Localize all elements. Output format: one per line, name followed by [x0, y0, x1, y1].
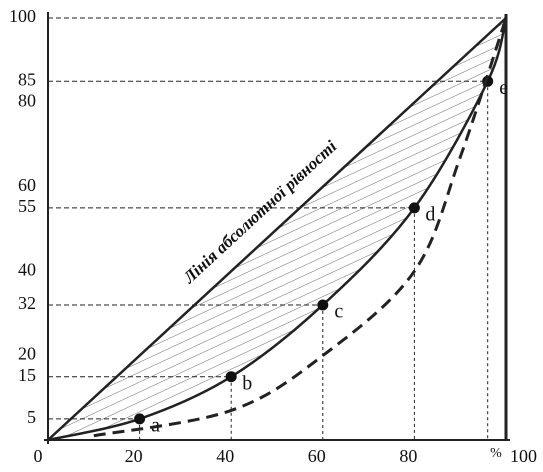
line — [93, 17, 508, 438]
x-tick-label: 60 — [308, 446, 326, 466]
x-tick-label: 80 — [399, 446, 417, 466]
point-label: d — [425, 203, 435, 225]
y-tick-label: 20 — [18, 344, 36, 364]
y-tick-label: 32 — [18, 293, 36, 313]
x-tick-label: 40 — [216, 446, 234, 466]
x-tick-label: 0 — [34, 446, 43, 466]
x-tick-label: 100 — [510, 446, 537, 466]
y-tick-label: 5 — [27, 407, 36, 427]
y-tick-label: 80 — [18, 91, 36, 111]
y-tick-label: 40 — [18, 259, 36, 279]
y-tick-label: 85 — [18, 69, 36, 89]
x-unit: % — [490, 446, 502, 461]
line — [47, 17, 507, 441]
y-tick-label: 15 — [18, 365, 36, 385]
point-label: e — [499, 77, 508, 99]
point — [134, 413, 146, 425]
point-label: b — [242, 372, 252, 394]
point — [408, 202, 420, 214]
point — [225, 371, 237, 383]
y-tick-label: 60 — [18, 175, 36, 195]
point-label: c — [334, 301, 343, 323]
y-tick-label: 55 — [18, 196, 36, 216]
x-tick-label: 20 — [125, 446, 143, 466]
y-tick-label: 100 — [9, 6, 36, 26]
point — [317, 299, 329, 311]
